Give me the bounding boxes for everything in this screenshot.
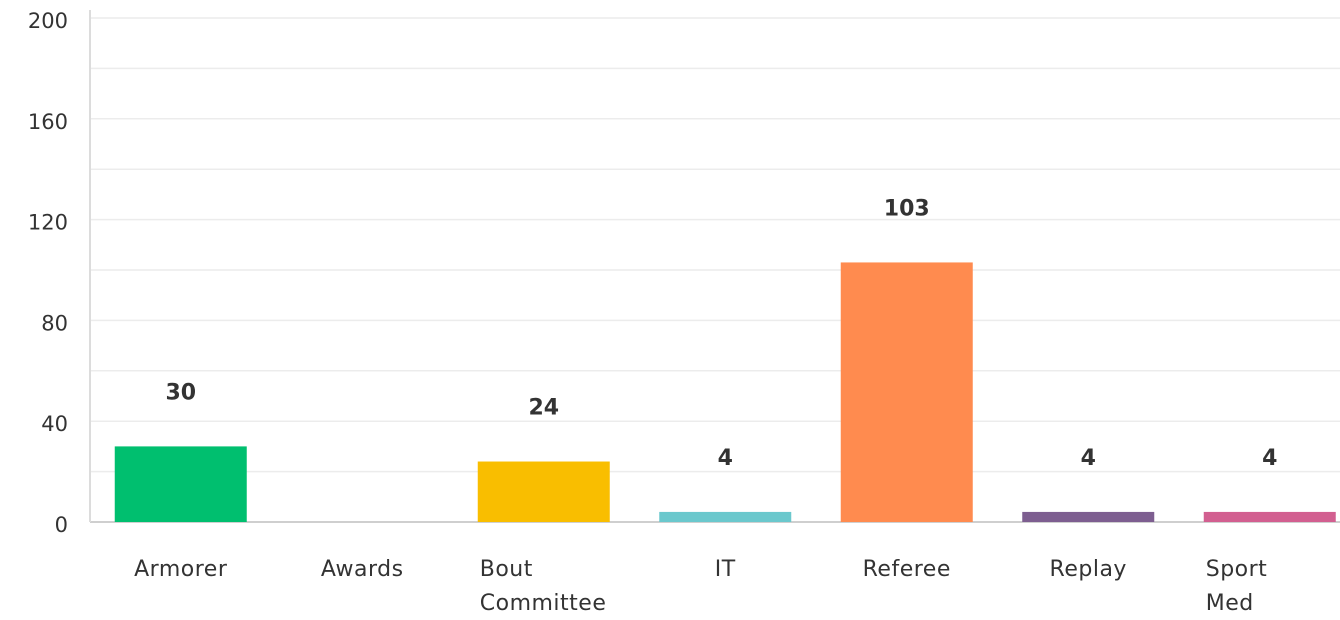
bar — [477, 461, 610, 522]
x-tick-label: Sport Med — [1206, 557, 1275, 616]
x-tick-label: Referee — [863, 557, 951, 582]
data-label: 4 — [1081, 446, 1096, 471]
x-tick-label: Awards — [321, 557, 404, 582]
data-label: 24 — [528, 396, 559, 421]
y-tick-label: 200 — [28, 9, 68, 33]
y-tick-label: 80 — [41, 311, 68, 335]
x-tick-label: Replay — [1050, 557, 1127, 582]
bar — [1203, 511, 1336, 522]
x-tick-label: IT — [715, 557, 736, 582]
data-label: 103 — [884, 196, 930, 221]
bar — [840, 262, 973, 522]
y-tick-label: 40 — [41, 412, 68, 436]
x-tick-label-line: Sport — [1206, 557, 1275, 582]
data-label: 4 — [1262, 446, 1277, 471]
bar — [114, 446, 247, 522]
y-tick-label: 120 — [28, 211, 68, 235]
x-tick-label: Bout Committee — [480, 557, 607, 616]
x-tick-label-line: Committee — [480, 591, 607, 616]
x-tick-label-line: Med — [1206, 591, 1254, 616]
data-label: 4 — [718, 446, 733, 471]
x-tick-label: Armorer — [134, 557, 228, 582]
x-tick-label-line: Bout — [480, 557, 541, 582]
y-tick-label: 160 — [28, 110, 68, 134]
y-tick-label: 0 — [55, 513, 68, 537]
bar — [659, 511, 792, 522]
bar — [1022, 511, 1155, 522]
data-label: 30 — [165, 380, 196, 405]
